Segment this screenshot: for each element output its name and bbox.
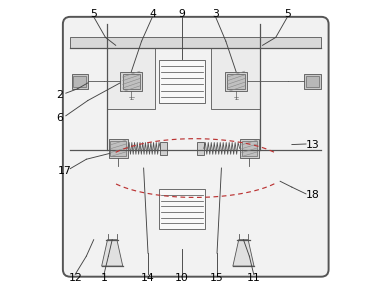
Bar [159, 60, 204, 103]
Polygon shape [102, 240, 123, 266]
Bar [122, 74, 140, 88]
Text: 5: 5 [284, 9, 291, 19]
Text: 10: 10 [175, 273, 189, 283]
Bar [160, 142, 167, 155]
Text: 12: 12 [68, 273, 82, 283]
Bar [227, 74, 245, 88]
Bar [225, 72, 247, 91]
Bar [107, 48, 155, 109]
FancyBboxPatch shape [63, 17, 329, 277]
Text: 13: 13 [306, 140, 319, 150]
Text: 3: 3 [212, 9, 219, 19]
Bar [73, 76, 86, 87]
Text: 11: 11 [247, 273, 261, 283]
Bar [240, 139, 259, 158]
Bar [108, 139, 128, 158]
Bar [70, 37, 321, 48]
Text: 1: 1 [101, 273, 107, 283]
Bar [304, 74, 321, 89]
Text: 2: 2 [56, 90, 63, 100]
Bar [159, 189, 204, 229]
Bar [110, 141, 126, 156]
Text: 17: 17 [57, 166, 71, 176]
Text: 4: 4 [149, 9, 156, 19]
Bar [197, 142, 204, 155]
Bar [71, 74, 88, 89]
Text: 18: 18 [306, 190, 319, 200]
Text: 15: 15 [210, 273, 224, 283]
Text: 14: 14 [141, 273, 155, 283]
Text: 9: 9 [178, 9, 185, 19]
Polygon shape [233, 240, 254, 266]
Bar [120, 72, 142, 91]
Bar [306, 76, 319, 87]
Text: 6: 6 [56, 113, 63, 123]
Bar [211, 48, 260, 109]
Text: 5: 5 [90, 9, 97, 19]
Bar [241, 141, 257, 156]
